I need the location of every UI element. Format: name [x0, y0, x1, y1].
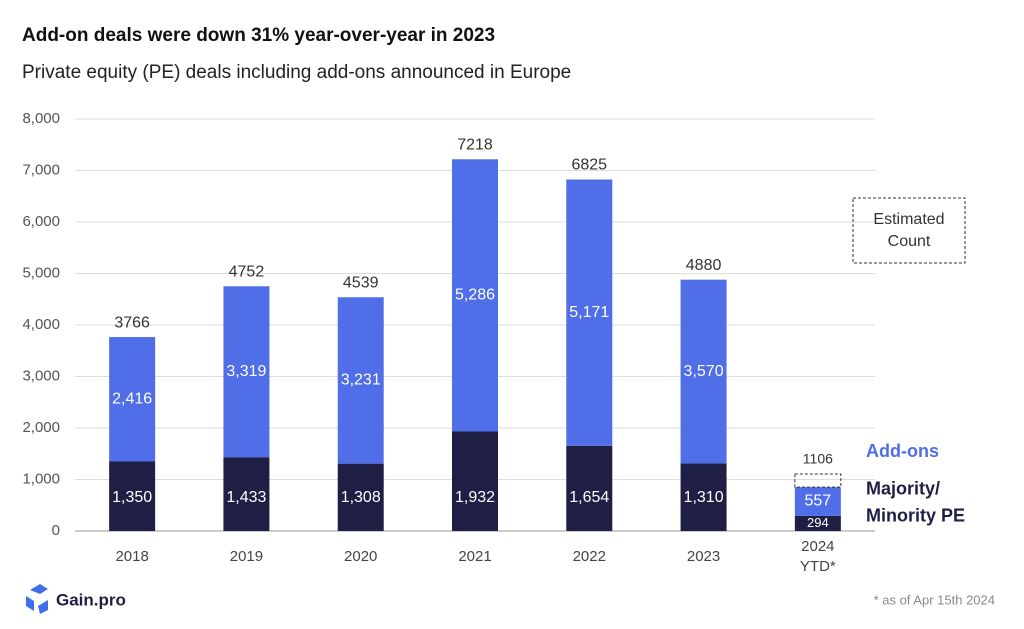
total-label: 4752	[229, 263, 265, 280]
x-tick-label: 2018	[115, 548, 148, 565]
bar-segment	[566, 445, 613, 531]
y-tick-label: 5,000	[22, 264, 60, 281]
value-label: 557	[805, 493, 832, 510]
bar-segment	[223, 457, 270, 531]
y-tick-label: 0	[52, 522, 60, 539]
bar-segment	[794, 487, 841, 516]
value-label: 1,433	[226, 489, 266, 506]
value-label: 3,570	[684, 363, 724, 380]
x-tick-label: 2019	[230, 548, 263, 565]
value-label: 1,350	[112, 489, 152, 506]
total-label: 4539	[343, 274, 379, 291]
bar-segment	[794, 515, 841, 531]
value-label: 5,171	[569, 304, 609, 321]
y-tick-label: 6,000	[22, 213, 60, 230]
y-tick-label: 4,000	[22, 316, 60, 333]
logo: Gain.pro	[26, 584, 126, 614]
y-tick-label: 1,000	[22, 470, 60, 487]
logo-icon	[26, 584, 48, 614]
total-label: 4880	[686, 257, 722, 274]
bar-segment	[109, 337, 156, 462]
x-tick-label: 2021	[458, 548, 491, 565]
bar-segment	[452, 431, 498, 531]
x-tick-label: 2022	[573, 548, 606, 565]
chart-subtitle: Private equity (PE) deals including add-…	[22, 62, 571, 83]
bar-segment	[680, 463, 727, 531]
y-tick-label: 7,000	[22, 161, 60, 178]
estimated-label: Estimated Count	[873, 211, 944, 250]
bar-segment	[109, 461, 156, 531]
total-label: 6825	[571, 157, 607, 174]
value-label: 1,310	[684, 489, 724, 506]
bar-segment	[337, 463, 384, 531]
total-label: 1106	[803, 451, 833, 467]
value-label: 1,308	[341, 489, 381, 506]
value-label: 3,319	[226, 363, 266, 380]
y-tick-label: 8,000	[22, 110, 60, 127]
legend-entry: Majority/Minority PE	[866, 478, 965, 525]
logo-text: Gain.pro	[56, 590, 126, 609]
value-label: 1,654	[569, 489, 609, 506]
footnote: * as of Apr 15th 2024	[874, 592, 995, 607]
value-label: 2,416	[112, 390, 152, 407]
estimated-box	[852, 197, 966, 264]
value-label: 5,286	[455, 287, 495, 304]
value-label: 294	[807, 515, 829, 530]
total-label: 3766	[114, 314, 150, 331]
total-label: 7218	[457, 136, 493, 153]
y-tick-label: 3,000	[22, 367, 60, 384]
chart-title: Add-on deals were down 31% year-over-yea…	[22, 25, 495, 46]
bar-segment	[452, 159, 498, 432]
value-label: 1,932	[455, 489, 495, 506]
value-label: 3,231	[341, 372, 381, 389]
bar-segment	[566, 179, 613, 446]
x-tick-label: 2023	[687, 548, 720, 565]
x-tick-label: 2020	[344, 548, 377, 565]
legend-entry: Add-ons	[866, 441, 939, 461]
y-tick-label: 2,000	[22, 419, 60, 436]
bar-segment	[680, 279, 727, 464]
bar-segment	[223, 286, 270, 458]
bar-segment	[337, 297, 384, 464]
estimated-segment	[794, 473, 842, 488]
x-tick-label: 2024 YTD*	[800, 538, 836, 575]
